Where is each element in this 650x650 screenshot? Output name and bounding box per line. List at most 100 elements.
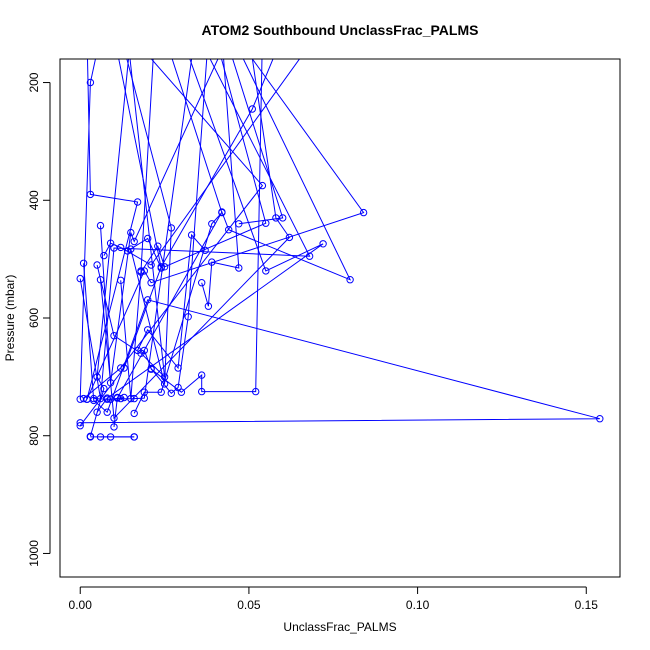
data-point bbox=[106, 239, 115, 247]
data-point bbox=[157, 388, 165, 396]
y-tick-label: 800 bbox=[27, 425, 41, 445]
data-point bbox=[93, 261, 101, 269]
y-axis: 200 400 600 800 1000 bbox=[27, 72, 51, 567]
x-tick-label: 0.15 bbox=[575, 598, 599, 612]
data-point bbox=[117, 276, 125, 284]
data-point bbox=[262, 267, 270, 275]
data-point bbox=[208, 220, 216, 228]
series-line bbox=[103, 59, 301, 266]
series-group bbox=[86, 59, 129, 440]
data-point bbox=[117, 364, 125, 372]
data-point bbox=[93, 373, 101, 381]
data-point bbox=[127, 228, 135, 237]
data-point bbox=[157, 264, 165, 272]
x-axis: 0.00 0.05 0.10 0.15 bbox=[69, 586, 599, 612]
data-point bbox=[103, 395, 111, 403]
data-point bbox=[103, 408, 111, 416]
series-group bbox=[140, 59, 208, 397]
series-group bbox=[147, 59, 263, 396]
data-point bbox=[198, 279, 206, 287]
data-point bbox=[204, 302, 213, 310]
data-point bbox=[130, 409, 138, 418]
y-tick-label: 600 bbox=[27, 308, 41, 328]
data-point bbox=[96, 276, 105, 284]
x-axis-label: UnclassFrac_PALMS bbox=[283, 620, 396, 634]
series-group bbox=[130, 59, 226, 418]
data-point bbox=[137, 349, 145, 357]
data-point bbox=[279, 214, 287, 222]
data-point bbox=[218, 208, 226, 217]
data-point bbox=[93, 408, 101, 416]
series-line bbox=[133, 59, 223, 414]
series-line bbox=[86, 59, 139, 400]
data-point bbox=[137, 268, 145, 276]
series-group bbox=[96, 433, 138, 441]
data-point bbox=[76, 419, 84, 427]
data-point bbox=[86, 432, 95, 440]
y-tick-label: 1000 bbox=[27, 540, 41, 567]
series-group bbox=[103, 59, 193, 403]
x-tick-label: 0.05 bbox=[237, 598, 261, 612]
series-group bbox=[232, 59, 287, 228]
data-point bbox=[130, 237, 138, 246]
data-point bbox=[96, 433, 105, 441]
data-point bbox=[596, 415, 604, 423]
series-group bbox=[83, 59, 368, 403]
data-point bbox=[100, 251, 108, 260]
data-point bbox=[144, 296, 152, 304]
data-point bbox=[100, 384, 108, 393]
data-point bbox=[90, 394, 98, 403]
data-point bbox=[144, 326, 152, 334]
data-point bbox=[235, 264, 243, 272]
data-point bbox=[96, 221, 105, 230]
series-line bbox=[113, 59, 352, 427]
series-line bbox=[89, 59, 129, 437]
data-point bbox=[198, 387, 206, 396]
data-point bbox=[110, 332, 118, 340]
series-group bbox=[110, 59, 354, 431]
data-point bbox=[248, 105, 257, 113]
series-line bbox=[79, 59, 311, 399]
chart-title: ATOM2 Southbound UnclassFrac_PALMS bbox=[202, 22, 479, 38]
data-point bbox=[208, 258, 216, 266]
data-point bbox=[285, 233, 294, 242]
series-line bbox=[137, 233, 206, 370]
data-point bbox=[359, 208, 368, 217]
data-point bbox=[198, 371, 206, 379]
series-line bbox=[118, 59, 162, 269]
data-point bbox=[174, 383, 182, 392]
data-point bbox=[235, 220, 243, 228]
data-point bbox=[110, 414, 118, 422]
data-point bbox=[184, 313, 192, 321]
data-point bbox=[76, 274, 84, 283]
series-line bbox=[120, 59, 154, 399]
data-point bbox=[147, 364, 155, 373]
series-group bbox=[118, 59, 165, 272]
series-line bbox=[86, 59, 365, 400]
series-line bbox=[232, 59, 284, 225]
data-point bbox=[123, 247, 132, 255]
data-point bbox=[86, 78, 95, 87]
data-point bbox=[319, 240, 327, 248]
data-point bbox=[130, 433, 138, 441]
data-point bbox=[160, 373, 169, 381]
series-group bbox=[76, 259, 604, 427]
series-group bbox=[100, 59, 301, 269]
data-point bbox=[167, 389, 176, 397]
data-point bbox=[133, 198, 142, 206]
series-line bbox=[79, 59, 96, 400]
data-point bbox=[79, 259, 88, 267]
data-point bbox=[187, 231, 196, 239]
data-point bbox=[140, 388, 149, 396]
plot-frame bbox=[59, 58, 621, 578]
y-axis-label: Pressure (mbar) bbox=[3, 275, 17, 362]
data-point bbox=[346, 276, 354, 284]
series-layer bbox=[76, 59, 604, 441]
series-line bbox=[201, 59, 240, 307]
series-line bbox=[100, 59, 219, 383]
series-line bbox=[96, 59, 166, 379]
x-tick-label: 0.10 bbox=[406, 598, 430, 612]
data-point bbox=[225, 226, 233, 234]
data-point bbox=[113, 394, 122, 402]
